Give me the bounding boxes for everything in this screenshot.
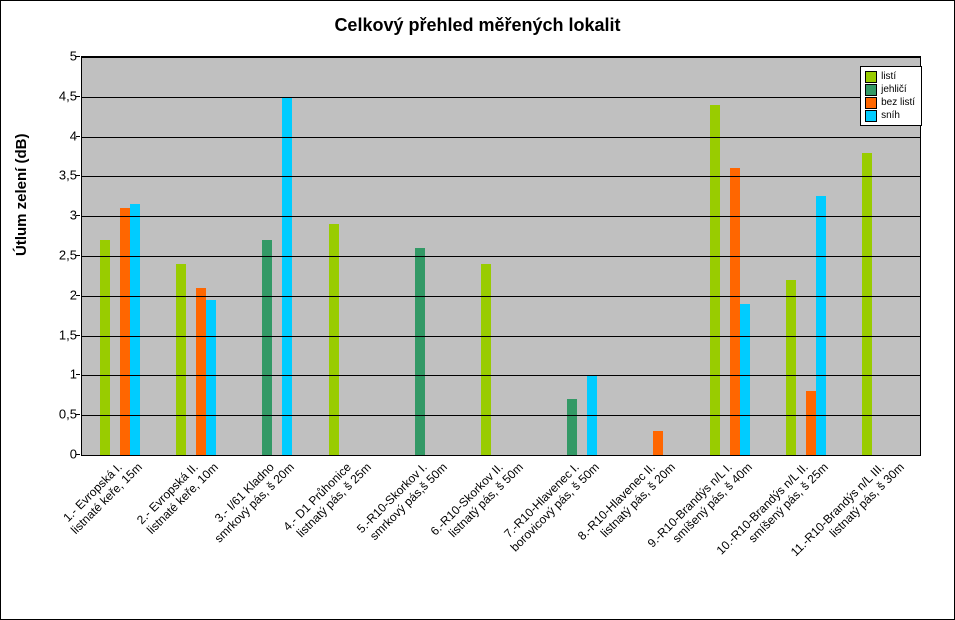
y-tick-label: 1	[51, 367, 77, 382]
y-tick-mark	[76, 454, 80, 455]
y-tick-mark	[76, 255, 80, 256]
legend: listí jehličí bez listí sníh	[860, 66, 922, 126]
y-tick-mark	[76, 175, 80, 176]
y-tick-label: 4,5	[51, 88, 77, 103]
bar	[730, 168, 740, 455]
y-tick-label: 2	[51, 287, 77, 302]
y-tick-label: 1,5	[51, 327, 77, 342]
chart-frame: Celkový přehled měřených lokalit Útlum z…	[0, 0, 955, 620]
gridline	[82, 137, 920, 138]
bar	[100, 240, 110, 455]
bar	[786, 280, 796, 455]
legend-swatch	[865, 97, 877, 109]
bar	[862, 153, 872, 455]
bar	[740, 304, 750, 455]
y-tick-mark	[76, 56, 80, 57]
y-tick-label: 3,5	[51, 168, 77, 183]
bar	[262, 240, 272, 455]
legend-swatch	[865, 84, 877, 96]
bar	[130, 204, 140, 455]
gridline	[82, 415, 920, 416]
y-tick-label: 5	[51, 49, 77, 64]
legend-item: bez listí	[865, 96, 915, 109]
y-tick-mark	[76, 374, 80, 375]
y-tick-label: 0	[51, 447, 77, 462]
y-tick-mark	[76, 295, 80, 296]
plot-area	[81, 56, 921, 456]
bar	[120, 208, 130, 455]
y-tick-mark	[76, 96, 80, 97]
legend-label: sníh	[881, 110, 900, 121]
y-tick-mark	[76, 414, 80, 415]
legend-item: jehličí	[865, 83, 915, 96]
legend-item: listí	[865, 70, 915, 83]
legend-label: listí	[881, 71, 896, 82]
bar	[710, 105, 720, 455]
bar	[176, 264, 186, 455]
legend-label: bez listí	[881, 97, 915, 108]
y-tick-label: 3	[51, 208, 77, 223]
bar	[567, 399, 577, 455]
legend-swatch	[865, 110, 877, 122]
gridline	[82, 176, 920, 177]
bar	[806, 391, 816, 455]
legend-label: jehličí	[881, 84, 907, 95]
gridline	[82, 375, 920, 376]
gridline	[82, 97, 920, 98]
y-tick-mark	[76, 335, 80, 336]
bar	[481, 264, 491, 455]
y-tick-label: 4	[51, 128, 77, 143]
bar	[329, 224, 339, 455]
bar	[196, 288, 206, 455]
bar	[816, 196, 826, 455]
bar	[206, 300, 216, 455]
gridline	[82, 296, 920, 297]
y-axis-label: Útlum zelení (dB)	[13, 134, 30, 257]
gridline	[82, 57, 920, 58]
gridline	[82, 216, 920, 217]
y-tick-mark	[76, 136, 80, 137]
y-tick-label: 2,5	[51, 248, 77, 263]
bar	[653, 431, 663, 455]
y-tick-mark	[76, 215, 80, 216]
bar	[282, 97, 292, 455]
chart-title: Celkový přehled měřených lokalit	[1, 15, 954, 36]
bar	[415, 248, 425, 455]
y-tick-label: 0,5	[51, 407, 77, 422]
gridline	[82, 256, 920, 257]
legend-swatch	[865, 71, 877, 83]
legend-item: sníh	[865, 109, 915, 122]
gridline	[82, 336, 920, 337]
